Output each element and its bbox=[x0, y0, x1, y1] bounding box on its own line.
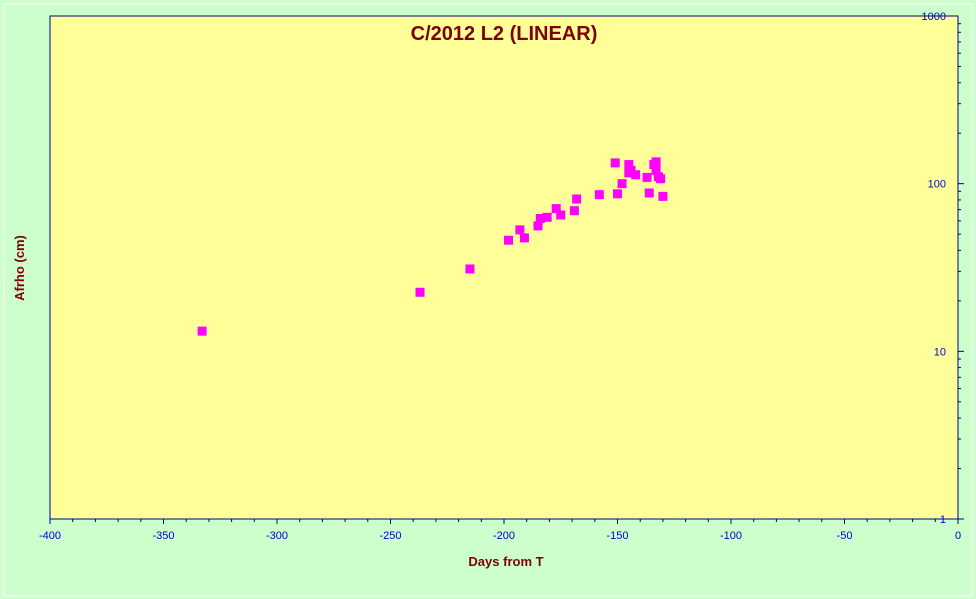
data-point bbox=[515, 225, 525, 235]
data-point bbox=[644, 188, 654, 198]
data-point bbox=[542, 212, 552, 222]
data-point bbox=[465, 264, 475, 274]
x-tick-label: -400 bbox=[39, 530, 61, 542]
data-point bbox=[535, 213, 545, 223]
x-tick-label: -250 bbox=[379, 530, 401, 542]
data-point bbox=[651, 165, 661, 175]
data-point bbox=[415, 287, 425, 297]
data-point bbox=[556, 210, 566, 220]
data-point bbox=[533, 221, 543, 231]
y-tick-label: 10 bbox=[934, 346, 946, 358]
data-point bbox=[613, 189, 622, 199]
y-axis: 1 10 100 1000 bbox=[922, 11, 964, 526]
data-point bbox=[656, 174, 666, 184]
y-axis-label: Afrho (cm) bbox=[12, 235, 27, 301]
data-point bbox=[631, 170, 641, 180]
data-point bbox=[594, 190, 604, 200]
data-point bbox=[572, 194, 582, 204]
data-point bbox=[197, 326, 207, 336]
y-tick-label: 1 bbox=[940, 514, 946, 526]
data-point bbox=[519, 233, 529, 243]
x-axis: -400 -350 -300 -250 -200 -150 -100 -50 0 bbox=[39, 518, 961, 542]
x-tick-label: 0 bbox=[955, 530, 961, 542]
y-tick-label: 1000 bbox=[922, 11, 946, 23]
x-tick-label: -150 bbox=[606, 530, 628, 542]
data-point bbox=[642, 172, 652, 182]
plot-area bbox=[49, 15, 959, 520]
data-point bbox=[504, 235, 514, 245]
x-tick-label: -100 bbox=[720, 530, 742, 542]
x-tick-label: -300 bbox=[266, 530, 288, 542]
chart-outer-border bbox=[3, 3, 973, 597]
x-axis-label: Days from T bbox=[468, 554, 543, 569]
data-point bbox=[551, 204, 561, 214]
chart-title: C/2012 L2 (LINEAR) bbox=[411, 23, 598, 45]
x-tick-label: -200 bbox=[493, 530, 515, 542]
data-point bbox=[658, 191, 668, 201]
data-point bbox=[651, 157, 661, 167]
data-point bbox=[626, 165, 636, 175]
data-points bbox=[197, 157, 668, 336]
data-point bbox=[610, 158, 620, 168]
data-point bbox=[617, 179, 627, 189]
data-point bbox=[569, 206, 579, 216]
data-point bbox=[624, 160, 634, 170]
x-tick-label: -350 bbox=[152, 530, 174, 542]
x-tick-label: -50 bbox=[837, 530, 853, 542]
y-tick-label: 100 bbox=[928, 179, 946, 191]
